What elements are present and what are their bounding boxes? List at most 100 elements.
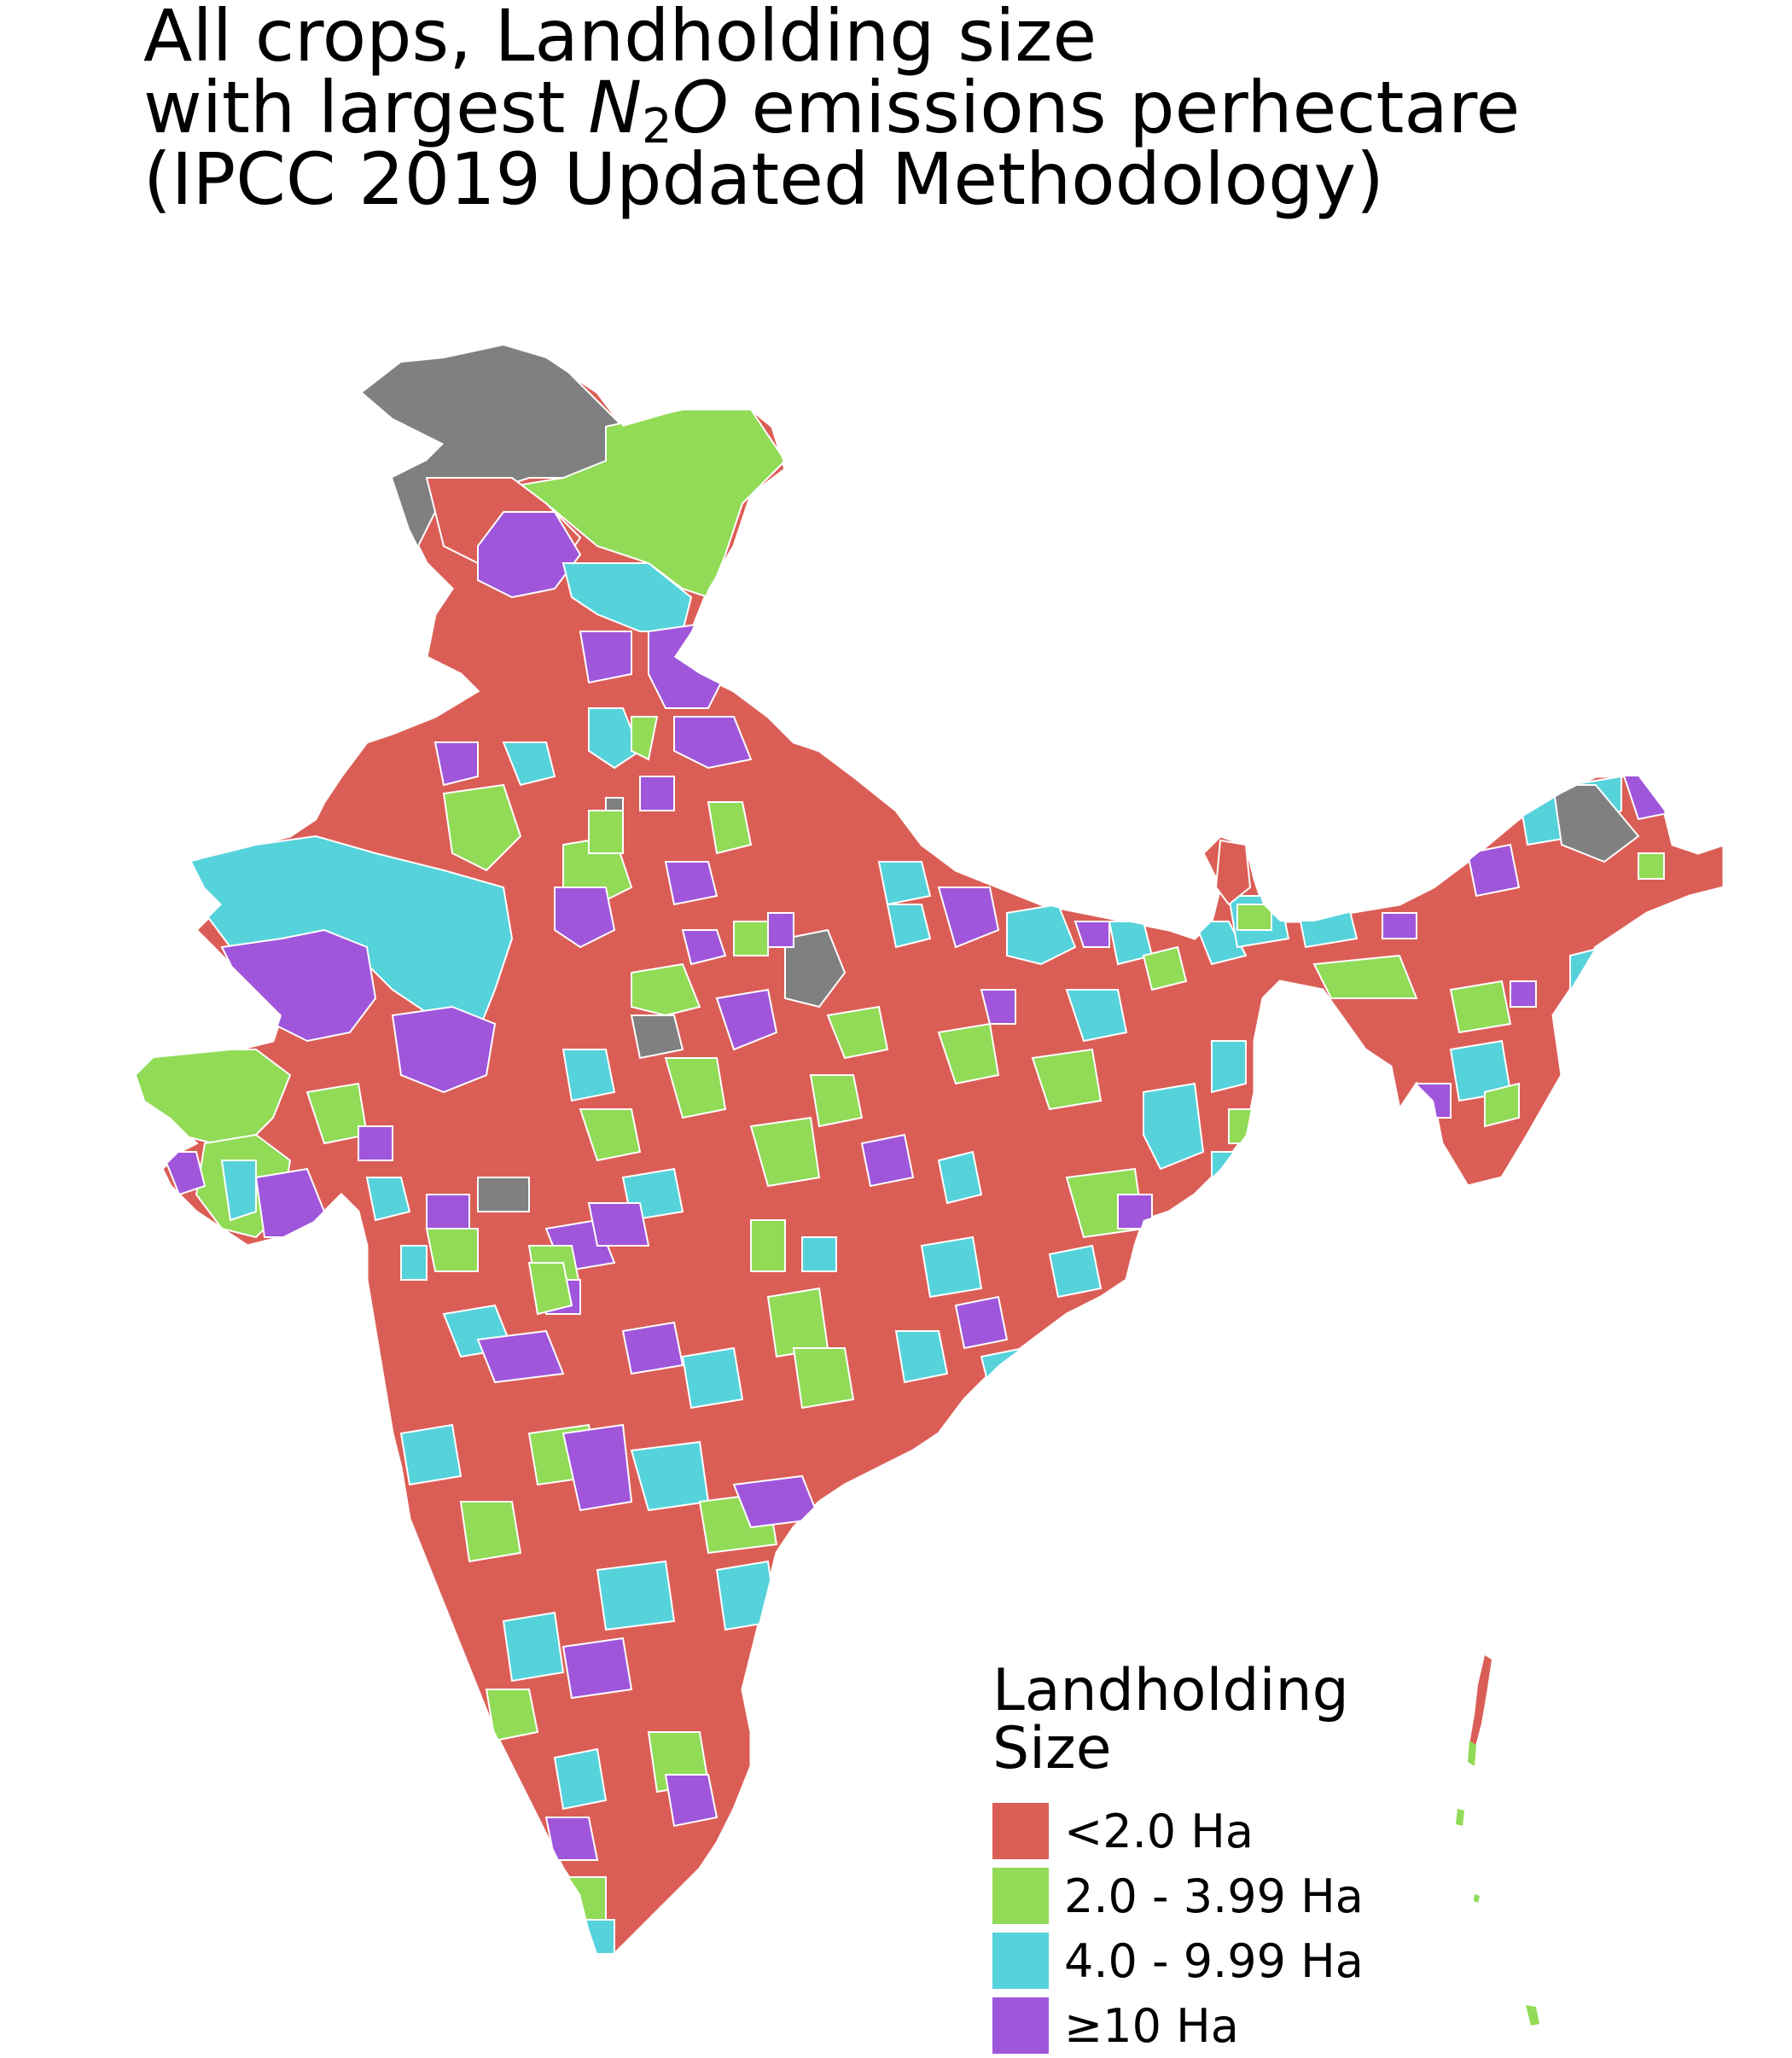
region-cg-cyan [937, 1150, 983, 1205]
region-mh-purple-6 [621, 1321, 684, 1375]
legend-title-line-2: Size [992, 1715, 1112, 1782]
legend-item-gte-10: ≥10 Ha [992, 1993, 1364, 2058]
n2o-formula: N2O [588, 66, 729, 154]
region-ne-purple-4 [1416, 1083, 1452, 1119]
region-up-green-4 [733, 921, 769, 956]
region-uttarakhand-purple [648, 621, 727, 709]
region-odisha-cyan-4 [980, 1346, 1025, 1392]
region-bihar-purple [1073, 921, 1110, 948]
region-tn-purple [664, 1774, 719, 1828]
region-wb-cyan [1193, 921, 1248, 966]
region-te-green [766, 1287, 829, 1358]
legend: Landholding Size <2.0 Ha 2.0 - 3.99 Ha 4… [992, 1662, 1364, 2058]
region-ka-green-3 [485, 1689, 539, 1742]
region-mp-green-6 [664, 1057, 727, 1119]
region-mp-purple-7 [715, 988, 778, 1051]
legend-item-2-to-4: 2.0 - 3.99 Ha [992, 1863, 1364, 1928]
region-mh-purple [426, 1194, 470, 1230]
region-wb-cyan-4 [1211, 1151, 1247, 1187]
region-mh-green-3 [527, 1262, 573, 1316]
region-ne-green [1312, 954, 1418, 999]
region-ladakh [509, 409, 787, 599]
region-gujarat-purple-w [160, 1151, 207, 1196]
legend-label: ≥10 Ha [1064, 1998, 1239, 2053]
region-purple-2 [579, 631, 632, 684]
legend-item-lt-2: <2.0 Ha [992, 1799, 1364, 1863]
region-mh-cyan [400, 1245, 428, 1281]
title-line-2: with largest N2O emissions perhectare [143, 66, 1521, 154]
region-up-purple-2 [639, 776, 675, 811]
region-mp-cyan-4 [561, 1049, 616, 1102]
region-up-purple-3 [664, 861, 719, 906]
region-mh-cyan-4 [801, 1236, 837, 1272]
region-wb-north-green [1236, 904, 1272, 931]
region-ka-purple-2 [561, 1637, 633, 1700]
region-mp-green-8 [579, 1108, 642, 1162]
region-mh-green-4 [750, 1219, 786, 1272]
region-andaman-islands [1469, 1655, 1492, 1749]
region-nicobar-green-1 [1456, 1809, 1464, 1826]
region-ne-purple-3 [1382, 912, 1417, 939]
region-up-purple-4 [937, 887, 1000, 949]
region-mp-purple-2 [554, 887, 616, 949]
region-mp-green-1 [442, 783, 522, 872]
legend-swatch-cyan [992, 1933, 1049, 1989]
region-jk-purple [477, 511, 582, 599]
region-mp-green-9 [749, 1116, 821, 1188]
region-te-green-2 [792, 1347, 855, 1410]
region-up-cyan [588, 707, 642, 770]
district-regions [137, 346, 1683, 1954]
region-odisha-cyan-3 [894, 1330, 949, 1384]
legend-label: 2.0 - 3.99 Ha [1064, 1869, 1364, 1923]
legend-swatch-red [992, 1803, 1049, 1859]
region-saurashtra-cyan [220, 1160, 257, 1222]
title-line-3: (IPCC 2019 Updated Methodology) [143, 137, 1384, 221]
region-ap-cyan [596, 1560, 676, 1631]
region-mp-green-7 [826, 1005, 889, 1060]
legend-swatch-purple [992, 1997, 1049, 2054]
region-andaman-green-1 [1468, 1741, 1476, 1766]
region-odisha-purple [1117, 1194, 1153, 1230]
region-jharkhand-purple [980, 989, 1016, 1025]
region-ka-purple [561, 1423, 633, 1512]
legend-swatch-green [992, 1868, 1049, 1924]
region-guj-cyan [365, 1177, 411, 1222]
region-ne-gray [1551, 784, 1640, 863]
region-ap-cyan-2 [715, 1560, 778, 1631]
region-cg-purple [860, 1133, 915, 1188]
region-odisha-purple-2 [954, 1295, 1009, 1350]
region-nicobar-green-3 [1474, 1894, 1480, 1903]
region-rajasthan-purple-2 [391, 1005, 497, 1094]
region-odisha-cyan-2 [920, 1235, 983, 1299]
region-ne-cyan-2 [1295, 904, 1359, 949]
region-up-green [631, 716, 659, 761]
region-cg-green [937, 1022, 1000, 1085]
region-ka-cyan [399, 1423, 463, 1486]
region-sikkim [1214, 839, 1252, 906]
region-rajasthan-purple [220, 928, 377, 1043]
region-guj-gray [477, 1177, 530, 1212]
region-ne-green-3 [1484, 1082, 1520, 1128]
region-up-cyan-2 [877, 861, 932, 906]
title-line-1: All crops, Landholding size [143, 0, 1097, 78]
region-up-green-3 [707, 801, 753, 855]
region-jharkhand-cyan [1065, 989, 1128, 1043]
legend-label: 4.0 - 9.99 Ha [1064, 1933, 1364, 1988]
region-wb-cyan-3 [1211, 1040, 1247, 1094]
legend-item-4-to-10: 4.0 - 9.99 Ha [992, 1928, 1364, 1993]
region-mh-green [425, 1228, 479, 1272]
region-up-green-2 [588, 810, 624, 854]
region-mp-green-10 [809, 1074, 864, 1128]
region-jharkhand-green [1031, 1048, 1103, 1111]
region-odisha-cyan [1048, 1244, 1103, 1299]
region-ne-green-4 [1638, 852, 1665, 880]
legend-title: Landholding Size [992, 1662, 1364, 1778]
region-nicobar-green-2 [1526, 2005, 1539, 2026]
region-mh-purple-3 [587, 1202, 650, 1247]
region-ne-purple-5 [1510, 980, 1537, 1008]
region-ne-green-2 [1449, 980, 1512, 1034]
region-mp-gray [630, 1014, 684, 1060]
region-up-gray-2 [784, 928, 847, 1009]
legend-title-line-1: Landholding [992, 1657, 1349, 1724]
